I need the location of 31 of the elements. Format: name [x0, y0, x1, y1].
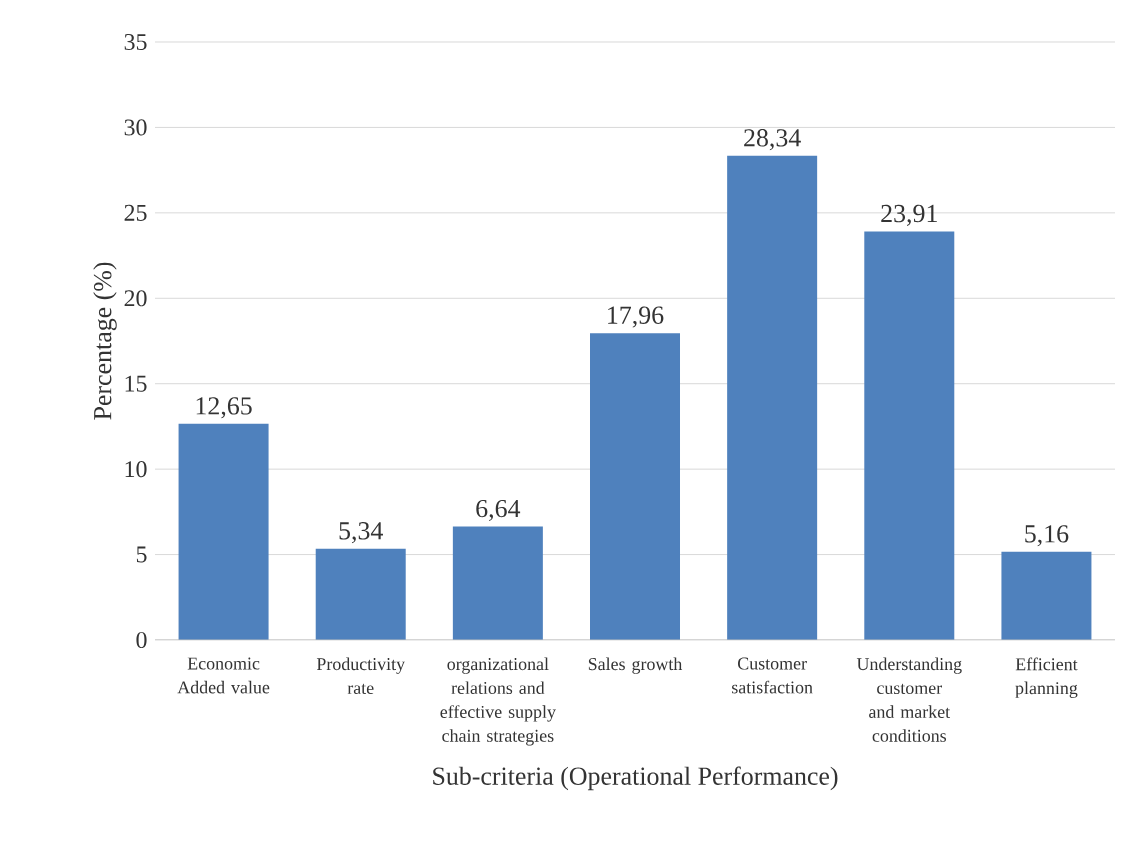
bar	[315, 548, 406, 640]
x-tick-label: Sales growth	[588, 657, 683, 674]
bar	[178, 423, 269, 640]
data-label: 12,65	[196, 397, 252, 419]
bar	[452, 526, 543, 640]
x-tick-label: Customer satisfaction	[732, 657, 813, 694]
data-label: 5,16	[1025, 525, 1069, 547]
y-tick-label: 35	[124, 33, 147, 51]
bar	[1001, 551, 1092, 640]
bar	[727, 155, 818, 640]
data-label: 28,34	[744, 129, 801, 151]
y-tick-label: 5	[136, 546, 147, 563]
bar	[590, 333, 680, 640]
data-label: 23,91	[881, 204, 937, 226]
y-tick-label: 15	[125, 375, 147, 392]
y-tick-label: 10	[125, 461, 147, 478]
bar	[864, 231, 955, 640]
y-tick-label: 30	[124, 119, 147, 136]
data-label: 5,34	[339, 522, 383, 544]
data-label: 17,96	[608, 306, 664, 328]
x-tick-label: Understanding customer and market conditions	[856, 657, 962, 742]
x-tick-label: Productivity rate	[316, 657, 405, 695]
x-tick-label: organizational relations and effective supply chain strategies	[440, 657, 556, 746]
y-axis-title: Percentage (%)	[93, 262, 117, 420]
y-tick-label: 20	[124, 290, 147, 307]
x-tick-label: Economic Added value	[177, 657, 270, 694]
data-label: 6,64	[476, 499, 521, 522]
y-tick-label: 25	[124, 204, 147, 221]
y-tick-label: 0	[136, 631, 147, 649]
x-axis-title: Sub-criteria (Operational Performance)	[433, 766, 838, 791]
x-tick-label: Efficient planning	[1015, 657, 1078, 698]
